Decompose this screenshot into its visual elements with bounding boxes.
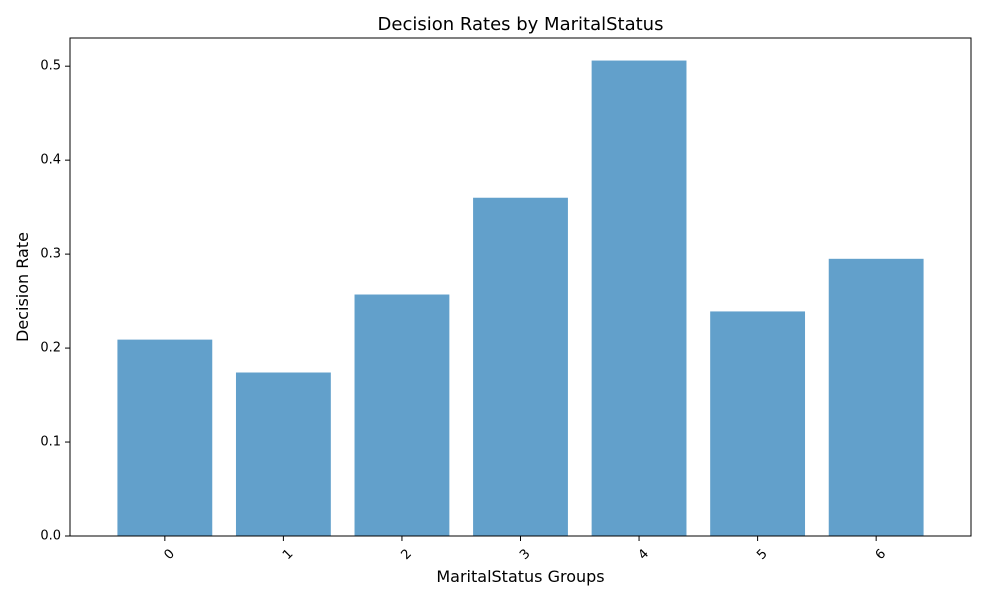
bar-5 — [710, 311, 806, 536]
y-axis-title: Decision Rate — [13, 232, 32, 342]
x-tick-label: 0 — [161, 546, 177, 562]
x-tick-label: 3 — [517, 546, 533, 562]
x-tick-label: 4 — [636, 546, 652, 562]
y-tick-label: 0.3 — [40, 247, 61, 262]
chart-title: Decision Rates by MaritalStatus — [378, 14, 664, 35]
y-tick-label: 0.1 — [40, 435, 61, 450]
bar-2 — [354, 294, 450, 536]
y-tick-label: 0.4 — [40, 153, 61, 168]
y-tick-label: 0.2 — [40, 341, 61, 356]
y-tick-label: 0.5 — [40, 59, 61, 74]
bar-4 — [591, 60, 687, 537]
bar-6 — [828, 258, 924, 536]
x-axis-title: MaritalStatus Groups — [436, 567, 604, 586]
bars-layer — [117, 60, 924, 537]
plot-frame — [69, 37, 972, 537]
x-tick-label: 1 — [280, 546, 296, 562]
bar-0 — [117, 339, 213, 536]
x-tick-label: 2 — [399, 546, 415, 562]
y-tick-label: 0.0 — [40, 529, 61, 544]
x-tick-label: 5 — [754, 546, 770, 562]
y-axis: 0.0 0.1 0.2 0.3 0.4 0.5 — [40, 59, 70, 544]
x-tick-label: 6 — [873, 546, 889, 562]
bar-1 — [235, 372, 331, 536]
x-axis: 0 1 2 3 4 5 6 — [161, 536, 889, 563]
bar-3 — [473, 197, 568, 537]
